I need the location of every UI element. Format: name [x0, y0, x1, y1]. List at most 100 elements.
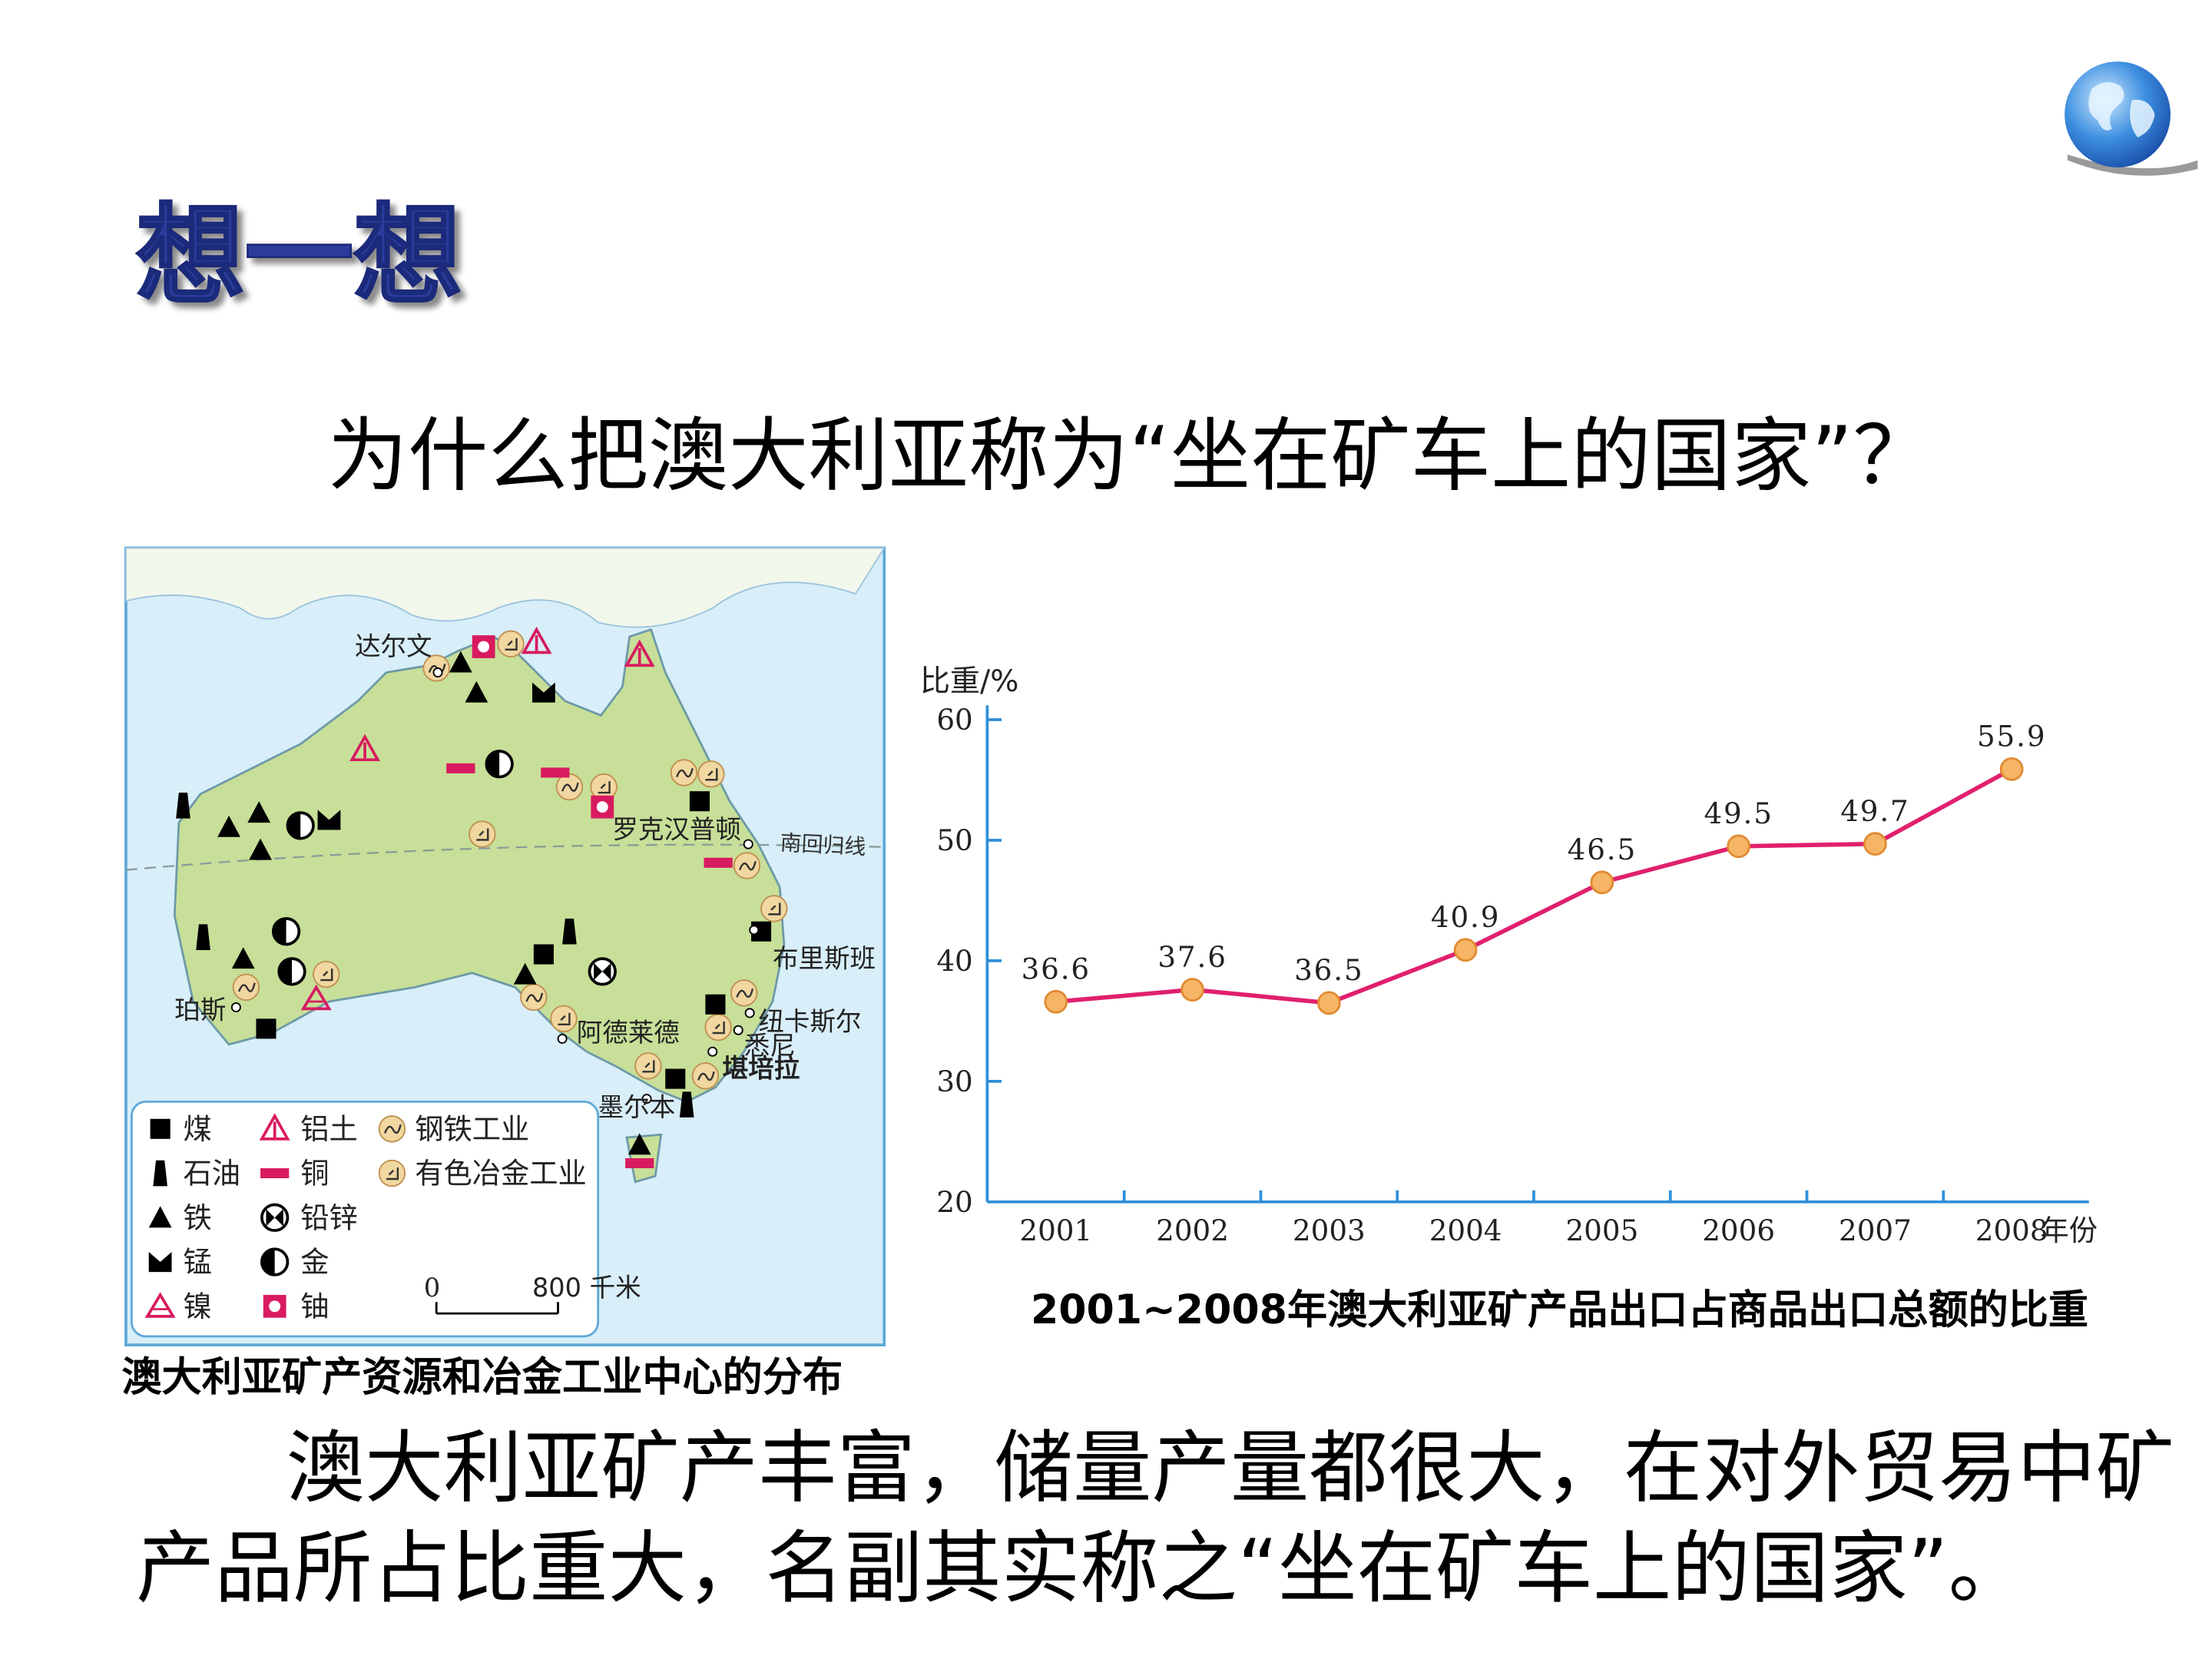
city-dot	[749, 925, 760, 935]
nickel-symbol	[300, 984, 332, 1011]
place-label: 堪培拉	[723, 1054, 800, 1084]
nonferrous-symbol	[712, 1022, 725, 1035]
nonferrous-symbol	[760, 895, 788, 922]
x-axis-label: 年份	[2040, 1214, 2098, 1247]
legend-label: 有色冶金工业	[415, 1157, 587, 1190]
oil-symbol	[679, 1091, 694, 1118]
y-tick-label: 30	[936, 1065, 972, 1098]
legend-label: 镍	[183, 1290, 211, 1323]
bauxite-symbol	[349, 733, 380, 762]
iron-symbol	[247, 801, 271, 823]
line-chart: 比重/% 20 30 40 50 60 2001 2002 2003 2004 2005 2006 20…	[920, 664, 2098, 1247]
x-tick-label: 2007	[1839, 1214, 1912, 1247]
coal-symbol	[665, 1068, 686, 1089]
city-dot	[744, 1008, 755, 1018]
iron-symbol	[449, 651, 472, 673]
y-tick-label: 50	[936, 823, 972, 857]
copper-symbol	[625, 1157, 654, 1169]
place-label: 布里斯班	[773, 943, 876, 973]
nonferrous-symbol	[768, 902, 781, 916]
legend-label: 铜	[300, 1157, 329, 1190]
value-label: 55.9	[1977, 720, 2046, 753]
uranium-symbol	[269, 1300, 281, 1313]
question: 为什么把澳大利亚称为“坐在矿车上的国家”？	[328, 409, 1933, 503]
place-label: 纽卡斯尔	[758, 1006, 861, 1036]
place-label: 珀斯	[174, 995, 226, 1025]
nonferrous-symbol	[634, 1052, 662, 1080]
steel-symbol	[676, 768, 694, 778]
legend-label: 铅锌	[300, 1200, 358, 1234]
oil-symbol	[562, 918, 577, 945]
nonferrous-symbol	[505, 637, 518, 651]
iron-symbol	[465, 680, 488, 703]
iron-symbol	[148, 1206, 172, 1228]
data-point	[1590, 870, 1614, 895]
legend-label: 铁	[183, 1200, 211, 1234]
iron-symbol	[513, 962, 537, 985]
coal-symbol	[150, 1118, 171, 1139]
data-point	[1044, 989, 1068, 1014]
city-dot	[641, 1094, 652, 1104]
x-tick-label: 2004	[1429, 1214, 1502, 1247]
gold-symbol	[261, 1249, 275, 1275]
nonferrous-symbol	[378, 1159, 406, 1187]
place-label: 悉尼	[744, 1031, 796, 1061]
value-label: 40.9	[1431, 900, 1500, 934]
nonferrous-symbol	[469, 820, 496, 848]
nonferrous-symbol	[697, 760, 725, 788]
city-dot	[230, 1002, 241, 1012]
iron-symbol	[249, 838, 272, 860]
nonferrous-symbol	[476, 828, 489, 841]
oil-symbol	[176, 793, 190, 819]
x-tick-label: 2001	[1019, 1214, 1092, 1247]
place-label: 墨尔本	[598, 1092, 676, 1122]
steel-symbol	[237, 982, 256, 992]
nonferrous-symbol	[705, 768, 718, 781]
chart-caption: 2001~2008年澳大利亚矿产品出口占商品出口总额的比重	[1031, 1287, 2088, 1333]
steel-symbol	[383, 1124, 402, 1134]
steel-symbol	[738, 861, 757, 871]
nonferrous-symbol	[497, 630, 525, 657]
legend-label: 铀	[300, 1290, 329, 1323]
steel-symbol	[525, 992, 544, 1002]
uranium-symbol	[596, 801, 608, 813]
value-label: 36.5	[1294, 953, 1363, 987]
data-point	[1181, 978, 1204, 1002]
data-point	[1453, 938, 1478, 962]
legend-label: 煤	[183, 1112, 211, 1146]
legend-label: 铝土	[300, 1112, 358, 1146]
uranium-symbol	[478, 641, 490, 653]
x-tick-label: 2005	[1565, 1214, 1638, 1247]
oil-symbol	[153, 1160, 167, 1187]
slide-title: 想一想	[136, 194, 462, 320]
globe-icon	[2065, 61, 2198, 176]
gold-symbol	[287, 813, 301, 839]
legend-label: 石油	[183, 1157, 240, 1190]
x-tick-label: 2006	[1702, 1214, 1775, 1247]
data-point	[1863, 832, 1887, 856]
place-label: 阿德莱德	[577, 1018, 680, 1048]
bauxite-symbol	[259, 1113, 290, 1141]
city-dot	[743, 839, 753, 849]
scale-label: 800 千米	[532, 1273, 641, 1303]
place-label: 罗克汉普顿	[612, 815, 741, 845]
coal-symbol	[689, 791, 710, 812]
gold-symbol	[279, 959, 293, 985]
data-point	[1999, 757, 2024, 781]
iron-symbol	[231, 947, 255, 969]
map-caption: 澳大利亚矿产资源和冶金工业中心的分布	[121, 1355, 843, 1401]
nonferrous-symbol	[386, 1167, 399, 1181]
nonferrous-symbol	[320, 969, 333, 982]
scale-label: 0	[424, 1273, 440, 1303]
value-label: 37.6	[1157, 940, 1227, 974]
y-tick-label: 40	[936, 944, 972, 978]
steel-symbol	[697, 1071, 715, 1081]
tropic-label: 南回归线	[780, 830, 866, 860]
data-point	[1316, 991, 1341, 1015]
place-label: 达尔文	[355, 631, 432, 661]
nonferrous-symbol	[704, 1013, 732, 1041]
copper-symbol	[260, 1168, 290, 1179]
